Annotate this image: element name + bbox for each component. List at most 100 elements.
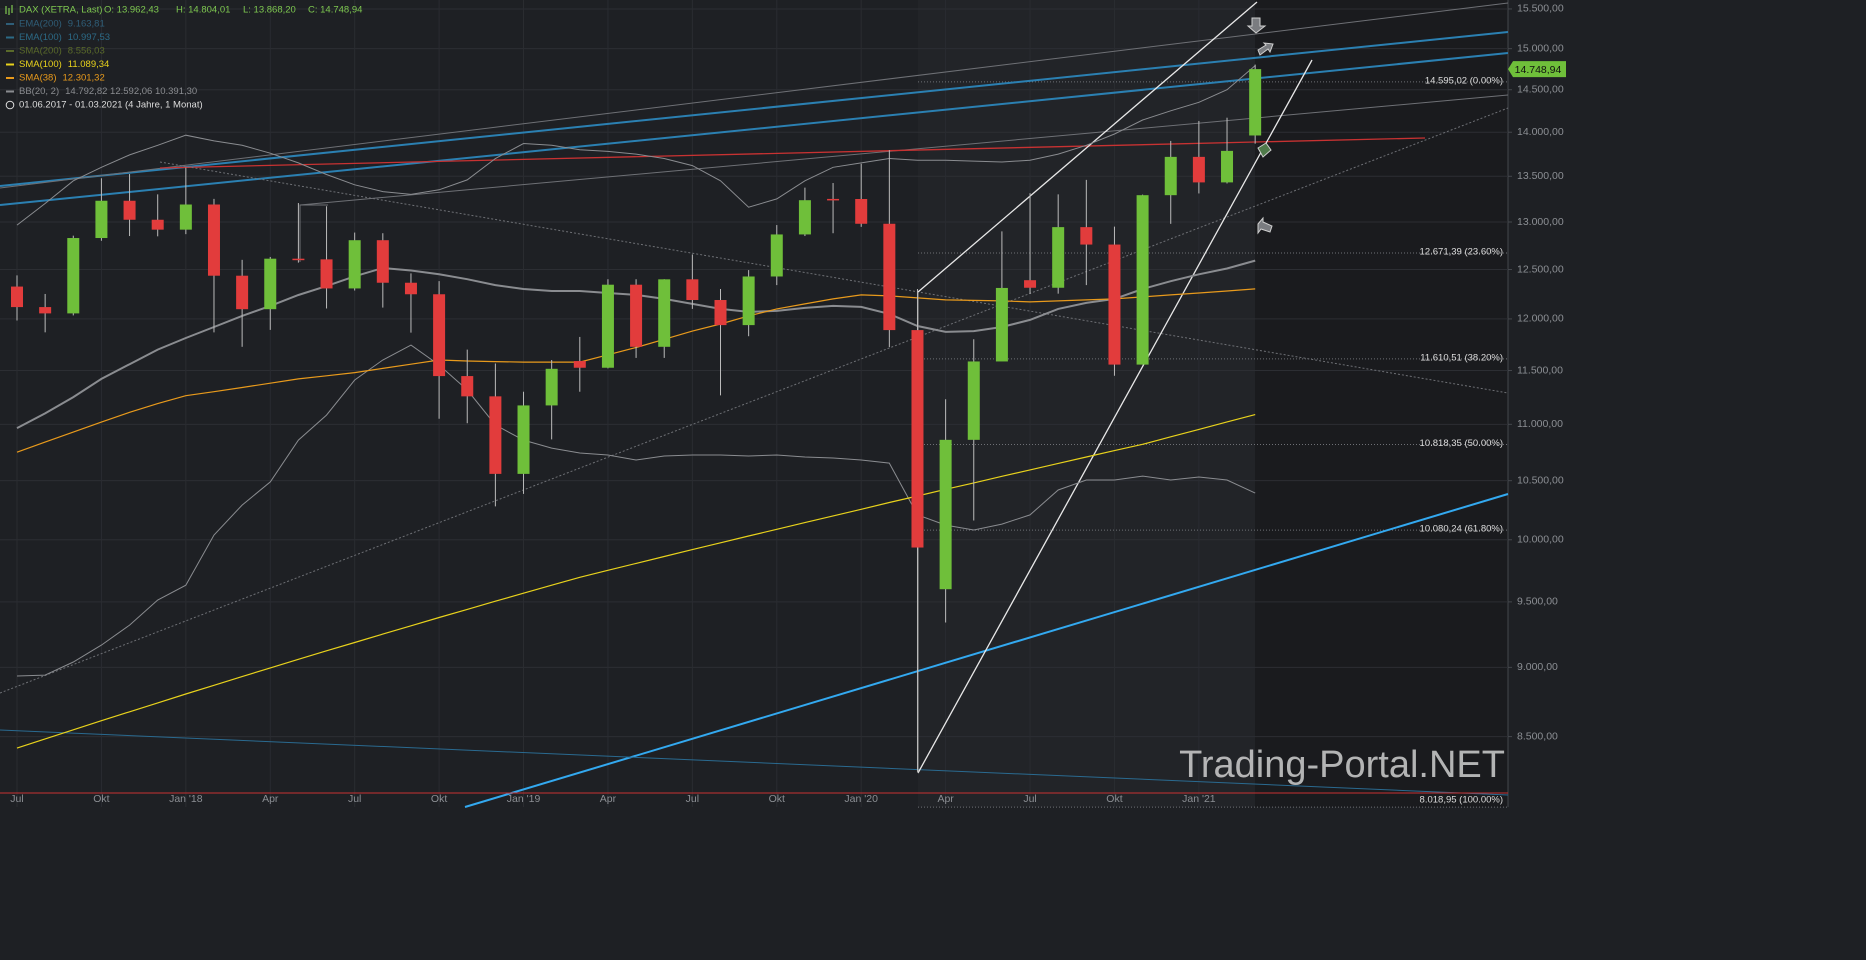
- watermark: Trading-Portal.NET: [1179, 744, 1505, 786]
- x-tick-label: Jan '21: [1182, 793, 1216, 805]
- y-tick-label: 9.500,00: [1517, 596, 1558, 608]
- candle-body: [236, 275, 249, 310]
- legend-value: 14.792,82 12.592,06 10.391,30: [65, 86, 197, 97]
- candle-body: [911, 330, 924, 548]
- arrows: [1246, 17, 1274, 235]
- y-tick-label: 10.000,00: [1517, 534, 1564, 546]
- candle-body: [855, 199, 868, 224]
- x-tick-label: Apr: [262, 793, 279, 805]
- candle-body: [1080, 227, 1093, 245]
- ohlc-close: C: 14.748,94: [308, 5, 362, 16]
- candle-body: [320, 259, 333, 289]
- candle-body: [742, 276, 755, 326]
- date-range: 01.06.2017 - 01.03.2021: [19, 100, 123, 111]
- legend-name: BB(20, 2): [19, 86, 59, 97]
- candle-body: [1052, 227, 1065, 288]
- candle-body: [939, 439, 952, 590]
- instrument-title: DAX (XETRA, Last): [19, 5, 102, 16]
- candle-body: [686, 279, 699, 301]
- candle-body: [714, 300, 727, 326]
- dax-icon: [5, 5, 13, 15]
- fib-label: 14.595,02 (0.00%): [1425, 75, 1503, 86]
- legend-value: 9.163,81: [68, 19, 105, 30]
- ohlc-high: H: 14.804,01: [176, 5, 230, 16]
- y-tick-label: 8.500,00: [1517, 730, 1558, 742]
- marks: [11, 64, 1262, 772]
- x-tick-label: Okt: [93, 793, 109, 805]
- arrow-icon: [1257, 142, 1272, 158]
- arrow-icon: [1246, 17, 1267, 34]
- candle-body: [95, 200, 108, 239]
- legend-name: SMA(100): [19, 59, 62, 70]
- grid: [0, 0, 1512, 808]
- fib-label: 10.818,35 (50.00%): [1420, 438, 1503, 449]
- candle-body: [630, 284, 643, 347]
- candle-body: [376, 240, 389, 283]
- x-tick-label: Apr: [937, 793, 954, 805]
- candle-body: [770, 234, 783, 277]
- candle-body: [573, 361, 586, 368]
- bb-upper: [16, 65, 1256, 226]
- candle-body: [1192, 156, 1205, 183]
- candle-body: [461, 376, 474, 397]
- candle-body: [292, 258, 305, 261]
- y-tick-label: 12.500,00: [1517, 263, 1564, 275]
- bb-lower: [16, 344, 1256, 677]
- candle-body: [1108, 244, 1121, 365]
- y-tick-label: 13.000,00: [1517, 216, 1564, 228]
- candle-body: [39, 307, 52, 314]
- legend-name: SMA(200): [19, 46, 62, 57]
- y-tick-label: 9.000,00: [1517, 661, 1558, 673]
- candle-body: [1024, 280, 1037, 288]
- candle-body: [827, 198, 840, 201]
- fib-label: 8.018,95 (100.00%): [1420, 795, 1503, 806]
- candle-body: [264, 258, 277, 310]
- legend-name: EMA(200): [19, 19, 62, 30]
- candle-body: [517, 405, 530, 474]
- y-tick-label: 10.500,00: [1517, 474, 1564, 486]
- candle-body: [1164, 156, 1177, 196]
- y-tick-label: 14.500,00: [1517, 84, 1564, 96]
- candle-body: [967, 361, 980, 440]
- x-tick-label: Okt: [431, 793, 447, 805]
- y-tick-label: 13.500,00: [1517, 170, 1564, 182]
- candle-body: [545, 368, 558, 406]
- candle-body: [348, 240, 361, 289]
- candle-body: [67, 238, 80, 314]
- legend-name: EMA(100): [19, 32, 62, 43]
- x-tick-label: Jul: [348, 793, 361, 805]
- fib-label: 10.080,24 (61.80%): [1420, 524, 1503, 535]
- x-tick-label: Jul: [10, 793, 23, 805]
- x-tick-label: Jan '20: [844, 793, 878, 805]
- drawings: [0, 1, 1509, 808]
- x-tick-label: Jan '18: [169, 793, 203, 805]
- candle-body: [1136, 195, 1149, 365]
- fib-label: 11.610,51 (38.20%): [1420, 352, 1503, 363]
- x-tick-label: Jul: [1023, 793, 1036, 805]
- ohlc-open: O: 13.962,43: [104, 5, 159, 16]
- trend-line: [464, 493, 1509, 808]
- trend-line: [0, 2, 1509, 189]
- price-tag: [1508, 61, 1566, 78]
- candle-body: [1221, 150, 1234, 183]
- arrow-icon: [1257, 216, 1273, 235]
- candle-body: [123, 200, 136, 220]
- price-tag-label: 14.748,94: [1515, 64, 1562, 76]
- y-tick-label: 14.000,00: [1517, 126, 1564, 138]
- legend: DAX (XETRA, Last) O: 13.962,43 H: 14.804…: [5, 5, 362, 111]
- clock-icon: [5, 100, 15, 110]
- candle-body: [798, 200, 811, 235]
- trend-line: [0, 729, 1509, 796]
- legend-value: 12.301,32: [62, 73, 104, 84]
- y-tick-label: 12.000,00: [1517, 313, 1564, 325]
- candle-body: [1249, 69, 1262, 136]
- candle-body: [489, 396, 502, 474]
- candle-body: [433, 294, 446, 377]
- y-tick-label: 15.000,00: [1517, 42, 1564, 54]
- trend-line: [917, 1, 1258, 293]
- candle-body: [601, 284, 614, 368]
- x-tick-label: Okt: [769, 793, 785, 805]
- future-area: [1255, 0, 1508, 807]
